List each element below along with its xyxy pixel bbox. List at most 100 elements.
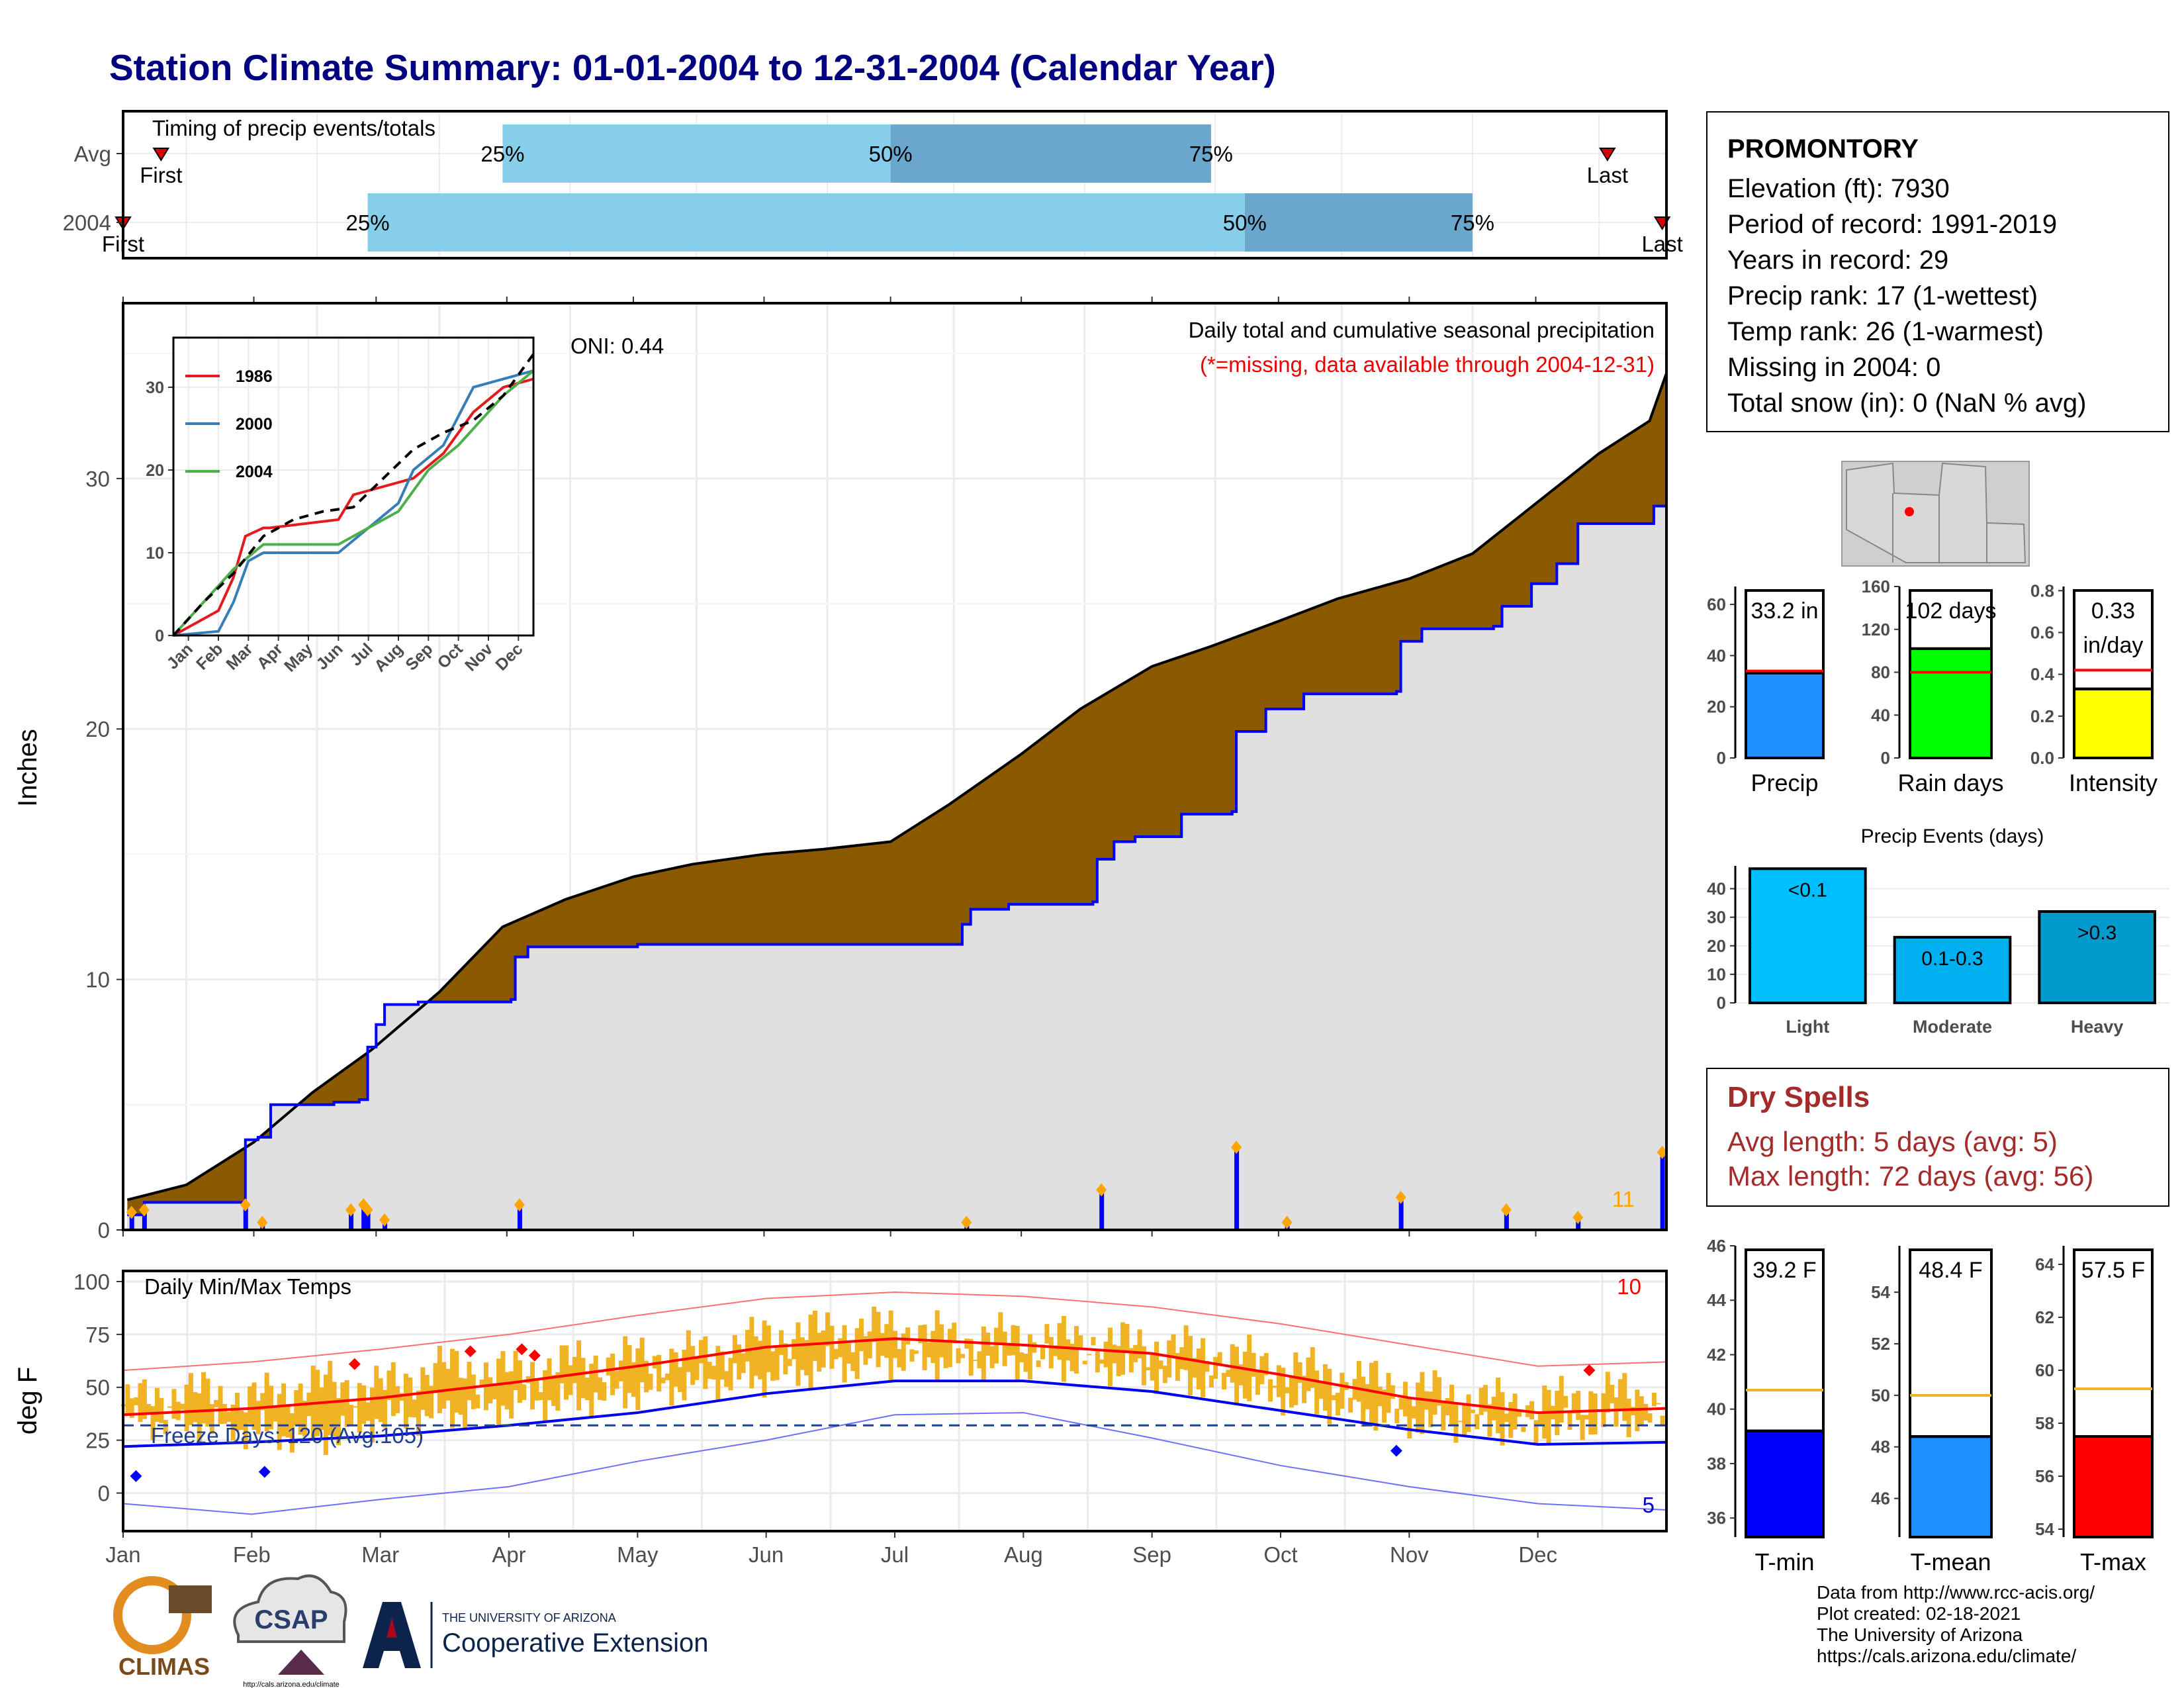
daily-temp-bar	[719, 1351, 725, 1380]
credit-line: Data from http://www.rcc-acis.org/	[1817, 1582, 2095, 1603]
daily-temp-bar	[652, 1356, 657, 1369]
daily-temp-bar	[593, 1355, 598, 1393]
daily-temp-bar	[1167, 1340, 1172, 1378]
daily-temp-bar	[458, 1378, 463, 1415]
daily-temp-bar	[509, 1371, 514, 1419]
daily-temp-bar	[138, 1383, 143, 1423]
daily-temp-bar	[686, 1330, 691, 1372]
daily-temp-bar	[383, 1389, 388, 1428]
summary-ytick-label: 56	[2035, 1466, 2054, 1486]
daily-precip-bar	[517, 1205, 522, 1230]
daily-temp-bar	[934, 1310, 940, 1382]
daily-temp-bar	[319, 1387, 324, 1430]
daily-temp-bar	[1158, 1360, 1163, 1370]
daily-precip-marker	[1572, 1211, 1584, 1225]
daily-temp-bar	[698, 1340, 704, 1364]
daily-temp-bar	[1007, 1342, 1012, 1356]
inset-legend-label: 1986	[236, 367, 273, 386]
temp-xtick-label: Sep	[1132, 1542, 1171, 1567]
timing-pct-label: 75%	[1451, 211, 1494, 235]
daily-temp-bar	[728, 1358, 733, 1391]
daily-temp-bar	[947, 1329, 952, 1368]
daily-temp-bar	[492, 1383, 497, 1399]
daily-temp-bar	[1221, 1372, 1226, 1389]
daily-temp-bar	[1217, 1352, 1222, 1364]
summary-value-bar	[2073, 1435, 2154, 1538]
daily-temp-bar	[433, 1363, 438, 1393]
csap-logo: CSAP http://cals.arizona.edu/climate	[233, 1574, 347, 1688]
dry-spells-box: Dry Spells Avg length: 5 days (avg: 5) M…	[1706, 1068, 2169, 1207]
station-name: PROMONTORY	[1727, 134, 1919, 164]
summary-ytick-label: 0.6	[2030, 622, 2054, 642]
daily-temp-bar	[694, 1358, 700, 1380]
daily-temp-bar	[1441, 1402, 1446, 1430]
station-period: Period of record: 1991-2019	[1727, 210, 2058, 239]
daily-temp-bar	[1331, 1395, 1336, 1401]
daily-temp-bar	[1445, 1397, 1450, 1416]
daily-temp-bar	[1470, 1409, 1475, 1413]
daily-temp-bar	[964, 1338, 970, 1349]
daily-temp-bar	[1247, 1335, 1252, 1401]
daily-temp-bar	[664, 1373, 670, 1381]
summary-value-label: 102 days	[1905, 598, 1997, 624]
daily-temp-bar	[993, 1327, 999, 1364]
daily-temp-bar	[1201, 1338, 1206, 1397]
daily-temp-bar	[1617, 1379, 1623, 1411]
events-ytick-label: 40	[1707, 879, 1726, 899]
daily-temp-bar	[766, 1325, 771, 1372]
daily-temp-bar	[1175, 1353, 1180, 1381]
daily-temp-bar	[387, 1370, 392, 1401]
daily-temp-bar	[463, 1378, 468, 1429]
events-title: Precip Events (days)	[1861, 825, 2044, 847]
daily-temp-bar	[154, 1387, 159, 1423]
daily-temp-bar	[703, 1336, 708, 1389]
daily-temp-bar	[1208, 1375, 1214, 1387]
station-location-map	[1841, 461, 2030, 567]
summary-category-label: T-min	[1755, 1548, 1815, 1575]
dry-spells-max: Max length: 72 days (avg: 56)	[1727, 1160, 2094, 1192]
timing-bar-late	[890, 124, 1211, 183]
daily-precip-marker	[961, 1215, 972, 1229]
daily-temp-bar	[441, 1362, 447, 1409]
csap-logo-cloud	[233, 1574, 347, 1643]
record-low-marker	[130, 1470, 142, 1482]
summary-ytick-label: 44	[1707, 1290, 1726, 1310]
temp-xtick-label: Aug	[1004, 1542, 1043, 1567]
daily-temp-bar	[792, 1339, 797, 1360]
daily-temp-bar	[171, 1389, 177, 1419]
daily-temp-bar	[1268, 1379, 1273, 1402]
daily-temp-bar	[580, 1358, 586, 1399]
daily-temp-bar	[1559, 1376, 1564, 1423]
daily-temp-bar	[576, 1340, 582, 1411]
station-years: Years in record: 29	[1727, 246, 1949, 275]
daily-temp-bar	[1546, 1389, 1551, 1444]
last-label: Last	[1641, 232, 1682, 256]
daily-temp-bar	[1584, 1415, 1589, 1420]
summary-value-label: 39.2 F	[1752, 1258, 1816, 1283]
daily-temp-bar	[859, 1319, 864, 1352]
daily-temp-bar	[787, 1358, 792, 1366]
inset-ytick-label: 10	[146, 544, 164, 563]
daily-precip-bar	[365, 1209, 371, 1230]
daily-temp-bar	[513, 1350, 518, 1391]
daily-temp-bar	[901, 1333, 906, 1371]
daily-temp-bar	[606, 1357, 611, 1376]
daily-temp-bar	[1411, 1406, 1416, 1419]
daily-temp-bar	[1327, 1368, 1332, 1425]
daily-temp-bar	[353, 1406, 358, 1408]
daily-temp-bar	[1112, 1344, 1117, 1364]
daily-temp-bar	[1533, 1420, 1539, 1443]
summary-box-outline	[1909, 1248, 1993, 1438]
summary-ytick-label: 0.0	[2030, 748, 2054, 768]
daily-temp-bar	[774, 1348, 780, 1380]
daily-temp-bar	[989, 1346, 995, 1368]
daily-temp-bar	[884, 1324, 889, 1358]
ua-logo-small-text: THE UNIVERSITY OF ARIZONA	[442, 1611, 616, 1624]
daily-temp-bar	[1466, 1394, 1471, 1432]
daily-temp-bar	[1213, 1356, 1218, 1379]
events-category-label: Heavy	[2071, 1017, 2124, 1037]
temp-count-top: 10	[1617, 1274, 1641, 1299]
daily-temp-bar	[1605, 1372, 1610, 1413]
daily-temp-bar	[1614, 1397, 1619, 1427]
